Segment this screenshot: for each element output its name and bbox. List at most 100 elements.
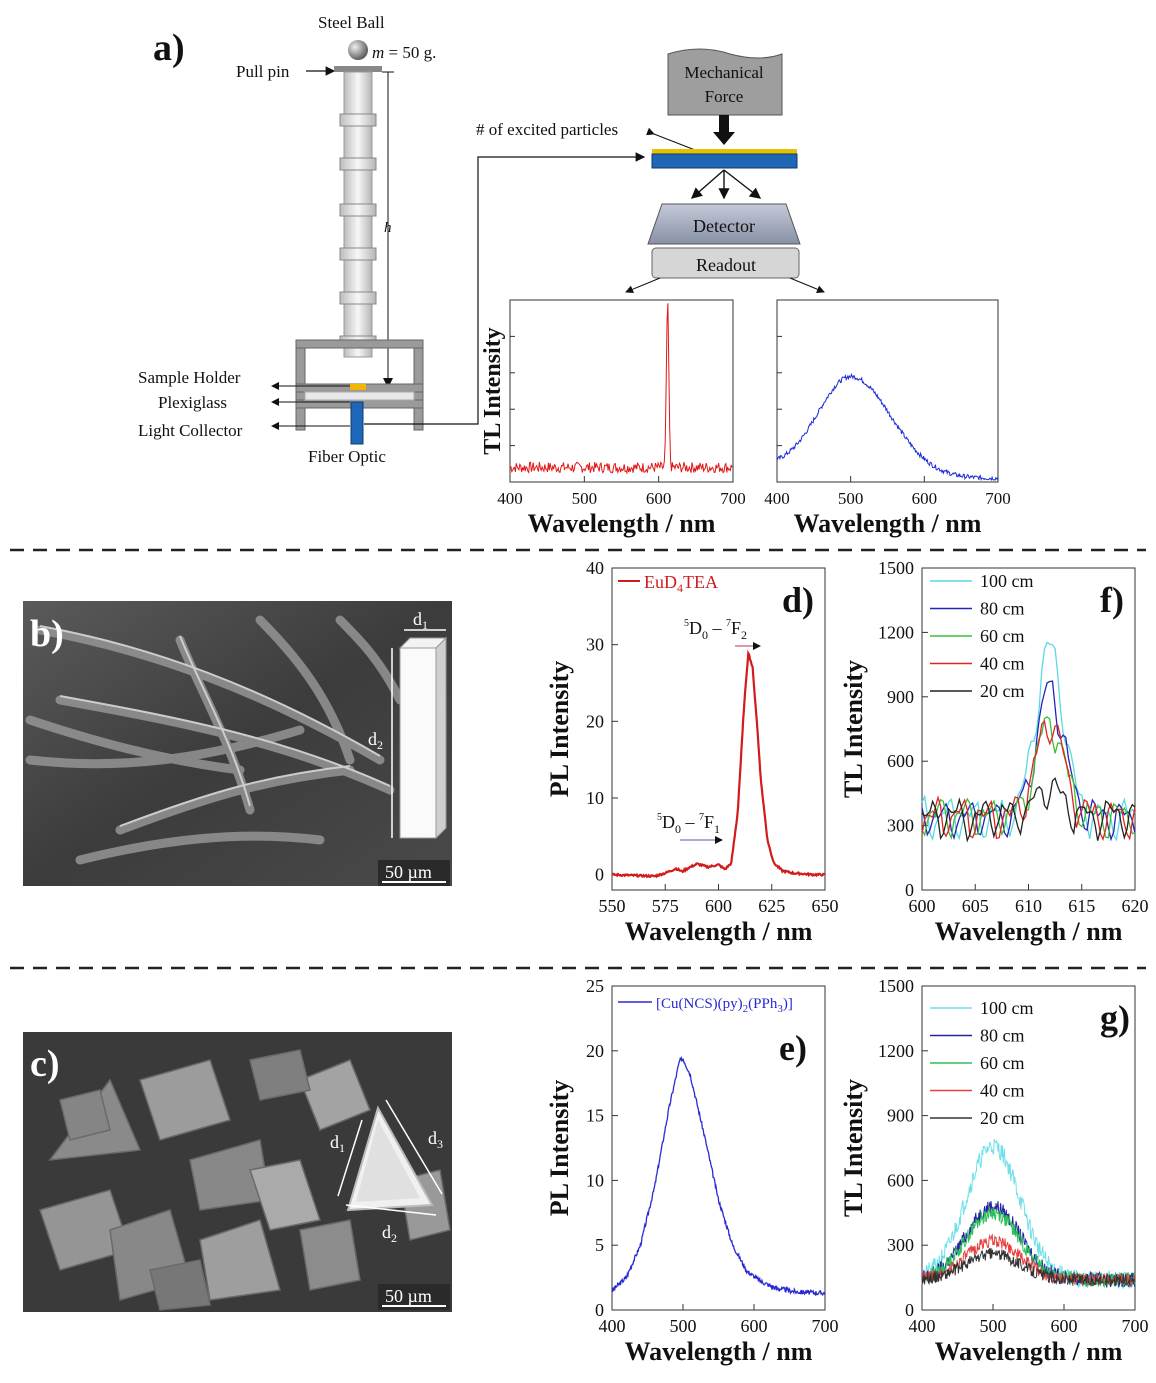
plexiglass-label: Plexiglass — [158, 393, 227, 412]
x-tick-label: 600 — [1051, 1316, 1078, 1336]
scale-bar-b: 50 µm — [385, 862, 432, 882]
y-tick-label: 900 — [887, 1106, 914, 1126]
y-axis-label: TL Intensity — [839, 1079, 868, 1217]
x-tick-label: 700 — [985, 489, 1011, 508]
series-line-80-cm — [921, 1200, 1136, 1288]
y-tick-label: 1500 — [878, 558, 914, 578]
detector-label: Detector — [693, 216, 755, 236]
x-tick-label: 400 — [909, 1316, 936, 1336]
y-tick-label: 1500 — [878, 976, 914, 996]
chart-g: 400 500 600 700 0 300 600 900 1200 1500 Wavelength… — [839, 976, 1149, 1366]
series-line-60-cm — [921, 716, 1136, 841]
x-tick-label: 700 — [1122, 1316, 1149, 1336]
x-tick-label: 500 — [572, 489, 598, 508]
panel-label-g: g) — [1100, 998, 1130, 1038]
legend-label: [Cu(NCS)(py)2(PPh3)] — [656, 996, 793, 1015]
x-tick-label: 400 — [764, 489, 790, 508]
y-tick-label: 900 — [887, 687, 914, 707]
legend-label: 100 cm — [980, 571, 1034, 591]
x-tick-label: 550 — [599, 896, 626, 916]
y-tick-label: 20 — [586, 1041, 604, 1061]
chart-d: 550 575 600 625 650 0 10 20 30 40 Wavelength / nm P… — [545, 558, 839, 946]
d1-label-b: d1 — [413, 609, 428, 632]
steel-ball-label: Steel Ball — [318, 13, 385, 32]
x-tick-label: 600 — [646, 489, 672, 508]
series-line-40-cm — [921, 719, 1136, 842]
chart-e: 400 500 600 700 0 5 10 15 20 25 Wavelength / nm PL … — [545, 976, 839, 1366]
fiber-optic-label: Fiber Optic — [308, 447, 386, 466]
sample-holder-label: Sample Holder — [138, 368, 241, 387]
pull-pin-label: Pull pin — [236, 62, 290, 81]
x-tick-label: 615 — [1068, 896, 1095, 916]
x-tick-label: 500 — [980, 1316, 1007, 1336]
x-tick-label: 500 — [838, 489, 864, 508]
readout-label: Readout — [696, 255, 756, 275]
plot-frame — [776, 299, 999, 483]
panel-b: d1 d2 50 µm b) — [23, 601, 452, 886]
y-tick-label: 0 — [595, 865, 604, 885]
x-tick-label: 620 — [1122, 896, 1149, 916]
x-tick-label: 400 — [599, 1316, 626, 1336]
x-axis-label: Wavelength / nm — [528, 509, 716, 538]
panel-label-d: d) — [782, 580, 814, 620]
transition-label: 5D0 – 7F2 — [684, 618, 747, 642]
force-arrow-icon — [713, 132, 735, 145]
y-tick-label: 25 — [586, 976, 604, 996]
steel-ball-icon — [348, 40, 368, 60]
series-line-20-cm — [921, 1248, 1136, 1287]
y-tick-label: 20 — [586, 711, 604, 731]
series-line — [611, 1055, 826, 1297]
panel-label-f: f) — [1100, 580, 1124, 620]
substrate — [651, 153, 798, 169]
mechanical-force-box — [667, 48, 783, 116]
fiber-optic — [350, 401, 364, 445]
x-tick-label: 605 — [962, 896, 989, 916]
d1-label-c: d1 — [330, 1132, 345, 1155]
panel-label-b: b) — [30, 613, 64, 655]
d2-label-b: d2 — [368, 729, 383, 752]
series-line-80-cm — [921, 680, 1136, 842]
y-tick-label: 10 — [586, 788, 604, 808]
y-tick-label: 600 — [887, 751, 914, 771]
y-tick-label: 1200 — [878, 622, 914, 642]
light-collector-label: Light Collector — [138, 421, 243, 440]
y-axis-label: TL Intensity — [480, 327, 506, 454]
scale-bar-c: 50 µm — [385, 1286, 432, 1306]
readout-box — [651, 247, 800, 279]
y-tick-label: 15 — [586, 1106, 604, 1126]
y-axis-label: PL Intensity — [545, 1080, 574, 1217]
prism-model — [399, 647, 437, 839]
d3-label-c: d3 — [428, 1128, 443, 1151]
plexiglass — [304, 391, 415, 401]
pull-pin — [334, 66, 382, 72]
sample — [350, 384, 366, 390]
signal-path — [364, 152, 646, 425]
plot-frame — [611, 985, 826, 1311]
x-tick-label: 500 — [670, 1316, 697, 1336]
x-tick-label: 600 — [912, 489, 938, 508]
y-tick-label: 300 — [887, 816, 914, 836]
x-tick-label: 610 — [1015, 896, 1042, 916]
y-tick-label: 10 — [586, 1170, 604, 1190]
x-axis-label: Wavelength / nm — [794, 509, 982, 538]
panel-label-e: e) — [779, 1028, 807, 1068]
x-tick-label: 575 — [652, 896, 679, 916]
mass-label: m = 50 g. — [372, 43, 436, 62]
y-tick-label: 5 — [595, 1235, 604, 1255]
panel-label-c: c) — [30, 1043, 60, 1085]
legend-label: 20 cm — [980, 681, 1025, 701]
y-tick-label: 0 — [905, 1300, 914, 1320]
panel-label-a: a) — [153, 27, 185, 69]
series-line-20-cm — [921, 777, 1136, 843]
legend-label: 100 cm — [980, 998, 1034, 1018]
mechanical-label-2: Force — [705, 87, 744, 106]
detector-box — [647, 203, 801, 245]
y-tick-label: 40 — [586, 558, 604, 578]
x-tick-label: 700 — [812, 1316, 839, 1336]
legend-label: 60 cm — [980, 626, 1025, 646]
legend-label: 60 cm — [980, 1053, 1025, 1073]
x-tick-label: 400 — [497, 489, 523, 508]
panel-c: d1 d3 d2 50 µm c) — [23, 1032, 452, 1312]
